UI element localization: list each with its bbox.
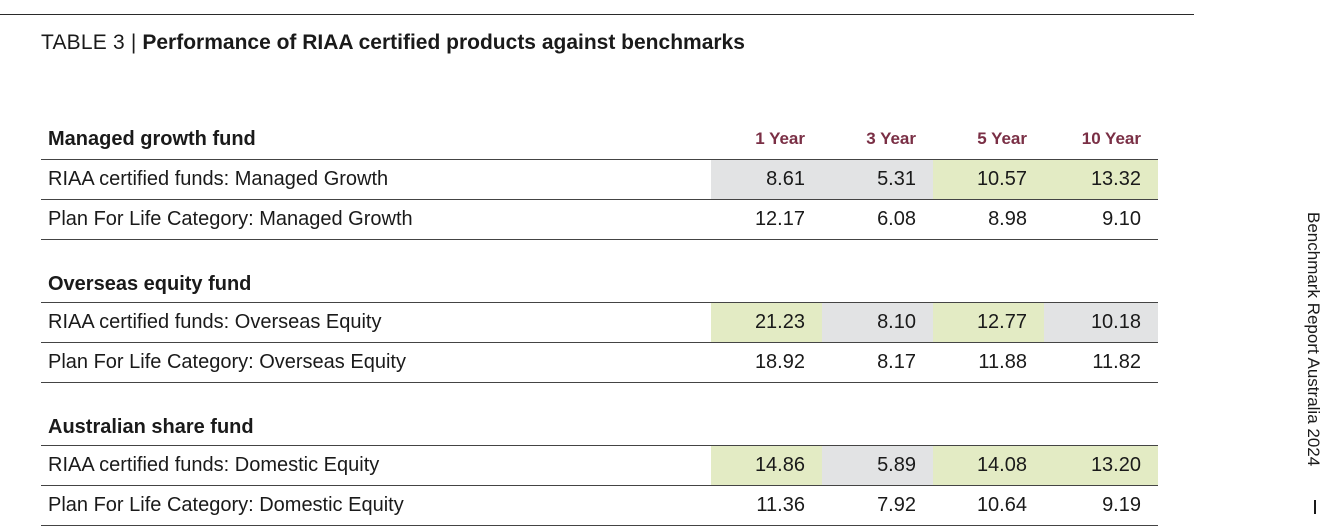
value-cell: 8.61 bbox=[711, 159, 822, 200]
title-separator: | bbox=[130, 31, 137, 54]
table-number: TABLE 3 bbox=[41, 31, 125, 54]
value-cell: 8.17 bbox=[822, 342, 933, 383]
value-cell: 10.64 bbox=[933, 485, 1044, 526]
table-row: Plan For Life Category: Managed Growth 1… bbox=[41, 199, 1158, 240]
row-label: RIAA certified funds: Overseas Equity bbox=[41, 302, 711, 343]
section-header-row: Australian share fund bbox=[41, 382, 1158, 446]
column-header-1-year: 1 Year bbox=[711, 119, 822, 160]
side-running-header: Benchmark Report Australia 2024 bbox=[1304, 212, 1323, 467]
value-cell: 10.18 bbox=[1044, 302, 1158, 343]
column-header-3-year: 3 Year bbox=[822, 119, 933, 160]
section-title: Australian share fund bbox=[41, 382, 711, 446]
side-divider bbox=[1314, 500, 1316, 514]
value-cell: 5.89 bbox=[822, 445, 933, 486]
value-cell: 13.20 bbox=[1044, 445, 1158, 486]
value-cell: 14.08 bbox=[933, 445, 1044, 486]
value-cell: 7.92 bbox=[822, 485, 933, 526]
row-label: Plan For Life Category: Managed Growth bbox=[41, 199, 711, 240]
value-cell: 8.10 bbox=[822, 302, 933, 343]
table-row: RIAA certified funds: Managed Growth 8.6… bbox=[41, 159, 1158, 200]
value-cell: 10.57 bbox=[933, 159, 1044, 200]
value-cell: 11.82 bbox=[1044, 342, 1158, 383]
value-cell: 8.98 bbox=[933, 199, 1044, 240]
table-row: RIAA certified funds: Overseas Equity 21… bbox=[41, 302, 1158, 343]
header-row: Managed growth fund 1 Year 3 Year 5 Year… bbox=[41, 119, 1158, 160]
table-row: Plan For Life Category: Overseas Equity … bbox=[41, 342, 1158, 383]
table-row: Plan For Life Category: Domestic Equity … bbox=[41, 485, 1158, 526]
value-cell: 11.36 bbox=[711, 485, 822, 526]
value-cell: 9.10 bbox=[1044, 199, 1158, 240]
value-cell: 21.23 bbox=[711, 302, 822, 343]
row-label: RIAA certified funds: Domestic Equity bbox=[41, 445, 711, 486]
value-cell: 11.88 bbox=[933, 342, 1044, 383]
value-cell: 12.17 bbox=[711, 199, 822, 240]
table-title-text: Performance of RIAA certified products a… bbox=[142, 31, 745, 54]
value-cell: 18.92 bbox=[711, 342, 822, 383]
row-label: Plan For Life Category: Domestic Equity bbox=[41, 485, 711, 526]
row-label: Plan For Life Category: Overseas Equity bbox=[41, 342, 711, 383]
top-rule bbox=[0, 14, 1194, 15]
value-cell: 13.32 bbox=[1044, 159, 1158, 200]
section-header-row: Overseas equity fund bbox=[41, 239, 1158, 303]
row-label: RIAA certified funds: Managed Growth bbox=[41, 159, 711, 200]
value-cell: 14.86 bbox=[711, 445, 822, 486]
table-row: RIAA certified funds: Domestic Equity 14… bbox=[41, 445, 1158, 486]
table-title: TABLE 3 | Performance of RIAA certified pr… bbox=[41, 31, 745, 55]
value-cell: 5.31 bbox=[822, 159, 933, 200]
section-title: Managed growth fund bbox=[41, 119, 711, 160]
value-cell: 9.19 bbox=[1044, 485, 1158, 526]
value-cell: 6.08 bbox=[822, 199, 933, 240]
value-cell: 12.77 bbox=[933, 302, 1044, 343]
column-header-5-year: 5 Year bbox=[933, 119, 1044, 160]
section-title: Overseas equity fund bbox=[41, 239, 711, 303]
performance-table: Managed growth fund 1 Year 3 Year 5 Year… bbox=[41, 119, 1158, 526]
column-header-10-year: 10 Year bbox=[1044, 119, 1158, 160]
